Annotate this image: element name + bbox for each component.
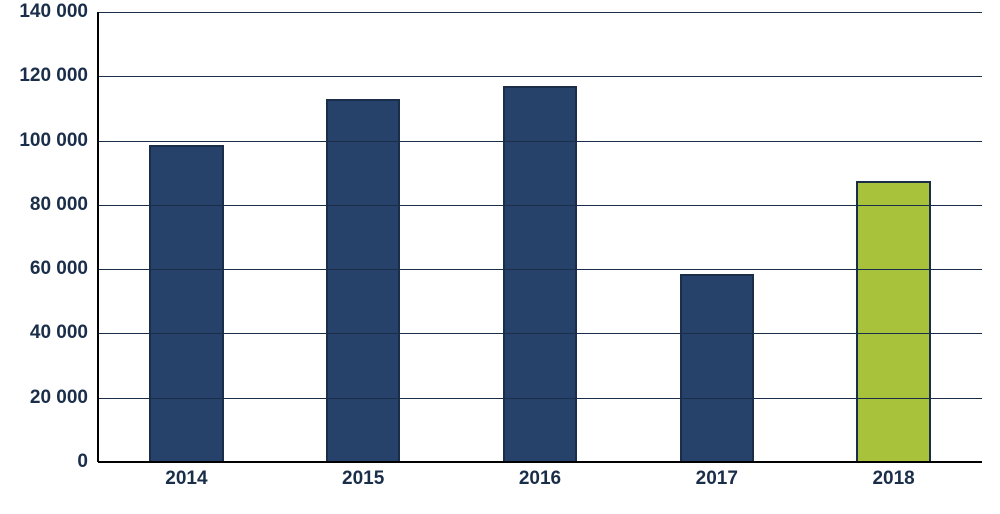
gridline	[98, 398, 982, 399]
x-tick-label: 2018	[872, 468, 914, 490]
bar	[503, 86, 577, 462]
y-tick-label: 40 000	[30, 322, 88, 344]
gridline	[98, 76, 982, 77]
x-tick-label: 2017	[696, 468, 738, 490]
y-tick-label: 0	[77, 451, 88, 473]
bar	[680, 274, 754, 462]
y-tick-label: 60 000	[30, 258, 88, 280]
gridline	[98, 205, 982, 206]
bar	[326, 99, 400, 462]
bar	[149, 145, 223, 462]
y-tick-label: 140 000	[19, 1, 88, 23]
y-tick-label: 100 000	[19, 130, 88, 152]
x-tick-label: 2014	[165, 468, 207, 490]
bar	[856, 181, 930, 462]
gridline	[98, 269, 982, 270]
y-axis	[97, 12, 99, 462]
x-tick-label: 2016	[519, 468, 561, 490]
x-tick-label: 2015	[342, 468, 384, 490]
x-axis	[98, 461, 982, 463]
gridline	[98, 12, 982, 13]
gridline	[98, 333, 982, 334]
y-tick-label: 20 000	[30, 387, 88, 409]
y-tick-label: 80 000	[30, 194, 88, 216]
bar-chart: 0 20 000 40 000 60 000 80 000 100 000 120 000 1…	[0, 0, 1000, 514]
gridline	[98, 141, 982, 142]
y-tick-label: 120 000	[19, 65, 88, 87]
plot-area	[98, 12, 982, 462]
